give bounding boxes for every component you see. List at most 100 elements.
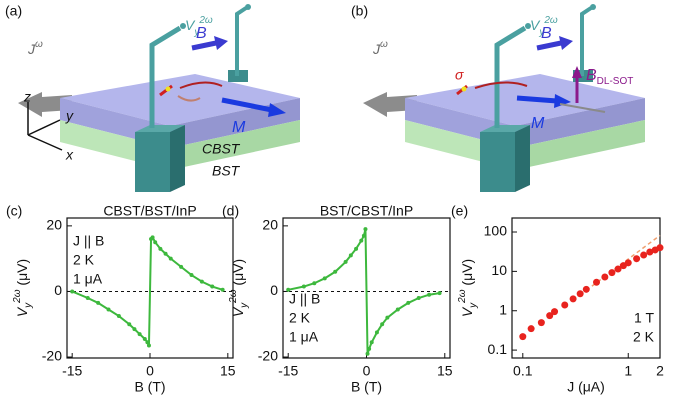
data-point [151,235,155,239]
panel-label: (e) [451,203,468,219]
axis-x [28,135,62,150]
lead [237,8,246,76]
data-point [561,301,568,308]
panel-label: (a) [5,3,22,19]
data-point [519,333,526,340]
chart-title: CBST/BST/InP [103,203,196,219]
y-tick-label: 0.1 [488,341,508,357]
b-arrowhead [559,36,573,50]
field-label: B [541,25,552,42]
annotation: J || B [289,291,320,307]
m-label: M [531,115,545,132]
data-point [143,337,147,341]
data-point [657,244,664,251]
b-arrow [537,43,561,48]
pad-side [515,125,530,192]
diagram-b: (b) Jω Vy2ω B M σ BDL-SOT [351,3,645,192]
data-point [593,279,600,286]
data-point [127,322,131,326]
x-tick-label: 0 [363,363,371,379]
annotation: 1 μA [289,329,319,345]
y-axis-label-sub: y [468,302,479,309]
x-tick-label: 2 [656,363,664,379]
data-point [302,285,306,289]
data-point [158,247,162,251]
y-axis-label: Vy2ω (μV) [457,259,479,317]
data-point [312,281,316,285]
panel-label: (d) [222,203,239,219]
data-point [169,257,173,261]
b-arrowhead [214,36,228,50]
data-point [221,288,225,292]
m-arrow [517,98,557,101]
label-sub: DL-SOT [597,76,634,87]
y-tick-label: 0 [54,282,62,298]
axis-label: x [65,147,74,163]
data-point [147,344,151,348]
b-arrow [192,43,216,48]
panel-label: (c) [6,203,22,219]
x-tick-label: 0 [146,363,154,379]
data-point [608,269,615,276]
m-label: M [232,119,246,136]
data-point [396,307,400,311]
panel-label: (b) [351,3,368,19]
lead-end [590,4,596,10]
label-sup: ω [380,39,388,50]
data-point [375,330,379,334]
y-tick-label: 100 [484,223,508,239]
x-tick-label: 0.1 [513,363,533,379]
annotation: 1 μA [73,271,103,287]
field-label: B [196,25,207,42]
data-point [344,260,348,264]
data-point [354,247,358,251]
current-label: Jω [27,39,43,57]
y-axis-label-sup: 2ω [457,289,468,304]
data-point [164,252,168,256]
annotation: 2 K [289,310,311,326]
y-axis-label-unit: (μV) [459,259,475,290]
annotation: 1 T [634,310,654,326]
x-tick-label: 15 [220,363,236,379]
data-point [96,301,100,305]
data-point [349,253,353,257]
data-point [570,295,577,302]
x-tick-label: -15 [62,363,82,379]
y-axis-label-sup: 2ω [12,289,23,304]
electron [166,87,171,92]
x-axis-label: B (T) [134,379,165,395]
y-axis-label: Vy2ω (μV) [12,259,34,317]
lead [582,8,591,76]
data-point [362,234,366,238]
x-tick-label: -15 [278,363,298,379]
data-point [86,296,90,300]
data-point [70,289,74,293]
y-tick-label: 10 [491,262,507,278]
data-point [117,314,121,318]
data-point [366,352,370,356]
layer-label: CBST [202,141,241,157]
data-point [577,290,584,297]
axis-y [28,120,60,135]
y-tick-label: -20 [258,348,278,364]
axis-label: z [23,89,31,105]
y-tick-label: 0 [270,282,278,298]
label-base: B [586,67,597,84]
data-point [190,273,194,277]
data-point [363,227,367,231]
data-point [333,270,337,274]
y-tick-label: 20 [262,217,278,233]
data-point [200,280,204,284]
label-sup: 2ω [198,15,213,26]
annotation: 2 K [633,329,655,345]
diagram-a: (a) Jω Vy2ω B M z y x CBST BST [5,3,300,192]
data-point [417,296,421,300]
data-point [153,240,157,244]
y-axis-label-sub: y [23,302,34,309]
data-point [210,285,214,289]
y-axis-label-unit: (μV) [230,259,246,290]
annotation: J || B [73,233,104,249]
data-point [107,307,111,311]
pad-side [170,125,185,192]
y-axis-label-sup: 2ω [228,289,239,304]
